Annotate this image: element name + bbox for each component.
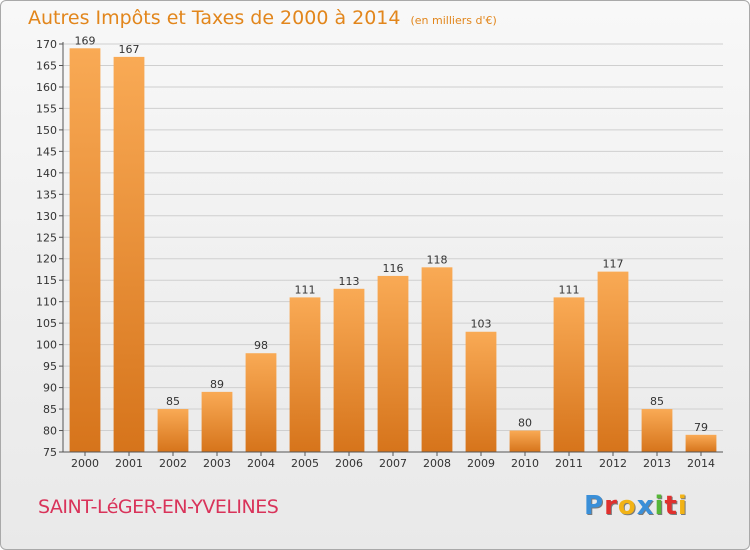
bar: [641, 409, 673, 452]
bar-value-label: 98: [254, 339, 268, 352]
bar-value-label: 85: [650, 395, 664, 408]
bar-value-label: 118: [427, 253, 448, 266]
bar: [377, 275, 409, 452]
bar: [113, 56, 145, 452]
bar-value-label: 79: [694, 421, 708, 434]
logo-letter: t: [664, 491, 678, 521]
bar: [509, 430, 541, 452]
labels: 75 80 85 90 95 100 105 110 115 120 125 130 135 140 145…: [36, 34, 715, 470]
bar: [69, 48, 101, 452]
logo-letter: o: [617, 491, 637, 521]
logo-letter: x: [636, 491, 655, 521]
y-tick-label: 145: [36, 145, 57, 158]
bar: [289, 297, 321, 452]
bar-value-label: 113: [339, 275, 360, 288]
bar: [553, 297, 585, 452]
title-row: Autres Impôts et Taxes de 2000 à 2014 (e…: [28, 7, 497, 29]
chart-title: Autres Impôts et Taxes de 2000 à 2014: [28, 7, 401, 29]
bar: [201, 391, 233, 452]
x-tick-label: 2001: [115, 457, 143, 470]
bar: [157, 409, 189, 452]
y-tick-label: 150: [36, 124, 57, 137]
logo-letter: P: [584, 491, 605, 521]
bar-value-label: 167: [119, 43, 140, 56]
bar: [597, 271, 629, 452]
proxiti-logo: Proxiti: [584, 491, 688, 521]
logo-letter: i: [654, 491, 665, 521]
bar-value-label: 169: [75, 34, 96, 47]
x-tick-label: 2014: [687, 457, 715, 470]
bar-value-label: 111: [559, 283, 580, 296]
y-tick-label: 140: [36, 167, 57, 180]
y-tick-label: 160: [36, 81, 57, 94]
commune-name: SAINT-LéGER-EN-YVELINES: [38, 496, 279, 518]
x-tick-label: 2007: [379, 457, 407, 470]
y-tick-label: 155: [36, 102, 57, 115]
y-tick-label: 105: [36, 317, 57, 330]
bar-value-label: 117: [603, 258, 624, 271]
y-tick-label: 75: [43, 446, 57, 459]
axes: [59, 42, 723, 456]
chart-subtitle: (en milliers d'€): [410, 14, 497, 27]
y-tick-label: 165: [36, 59, 57, 72]
logo-letter: i: [677, 491, 688, 521]
bar-value-label: 103: [471, 318, 492, 331]
logo-letter: r: [604, 491, 618, 521]
x-tick-label: 2002: [159, 457, 187, 470]
x-tick-label: 2005: [291, 457, 319, 470]
y-tick-label: 85: [43, 403, 57, 416]
y-tick-label: 170: [36, 38, 57, 51]
x-tick-label: 2013: [643, 457, 671, 470]
bar-value-label: 80: [518, 417, 532, 430]
bar-value-label: 116: [383, 262, 404, 275]
x-tick-label: 2003: [203, 457, 231, 470]
x-tick-label: 2008: [423, 457, 451, 470]
bar: [465, 331, 497, 452]
x-tick-label: 2006: [335, 457, 363, 470]
y-tick-label: 95: [43, 360, 57, 373]
bar-value-label: 85: [166, 395, 180, 408]
x-tick-label: 2000: [71, 457, 99, 470]
y-tick-label: 135: [36, 188, 57, 201]
y-tick-label: 90: [43, 382, 57, 395]
x-tick-label: 2009: [467, 457, 495, 470]
bars: [69, 48, 717, 452]
y-tick-label: 130: [36, 210, 57, 223]
bar-value-label: 111: [295, 283, 316, 296]
bar: [333, 288, 365, 452]
bar: [685, 434, 717, 452]
bar: [245, 353, 277, 452]
x-tick-label: 2011: [555, 457, 583, 470]
y-tick-label: 100: [36, 339, 57, 352]
bar-value-label: 89: [210, 378, 224, 391]
y-tick-label: 120: [36, 253, 57, 266]
y-tick-label: 125: [36, 231, 57, 244]
y-tick-label: 110: [36, 296, 57, 309]
y-tick-label: 80: [43, 425, 57, 438]
y-tick-label: 115: [36, 274, 57, 287]
bar: [421, 267, 453, 452]
x-tick-label: 2010: [511, 457, 539, 470]
x-tick-label: 2004: [247, 457, 275, 470]
x-tick-label: 2012: [599, 457, 627, 470]
